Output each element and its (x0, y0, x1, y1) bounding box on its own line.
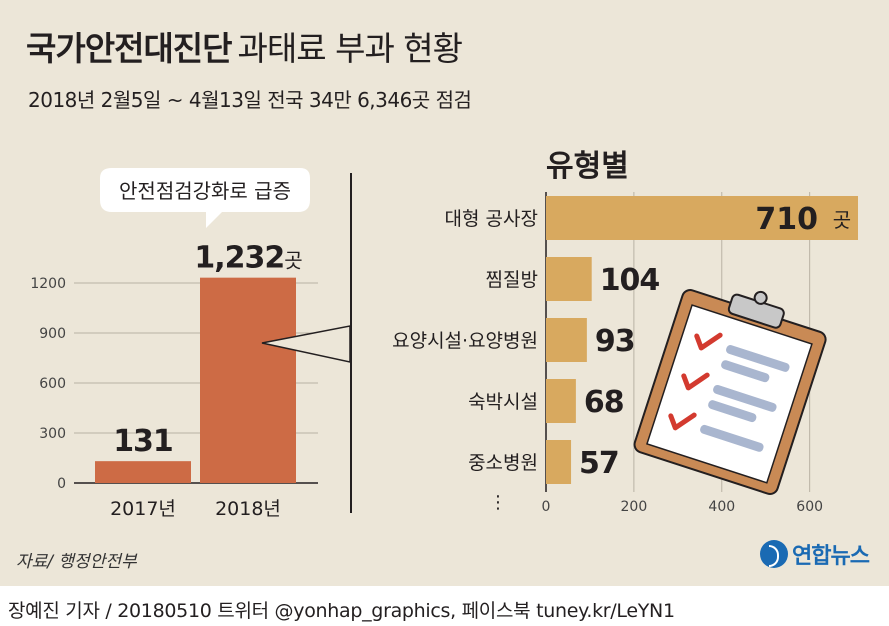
bar-1 (95, 461, 191, 483)
yearly-bar-chart: 0 300 600 900 1200 131 1,232곳 2017년 2018년 안전점검… (30, 168, 350, 520)
y-tick-label: 0 (57, 476, 66, 492)
category-label: 요양시설·요양병원 (392, 330, 538, 352)
yonhap-logo: 연합뉴스 (760, 538, 870, 574)
page-subtitle: 2018년 2월5일 ~ 4월13일 전국 34만 6,346곳 점검 (28, 88, 472, 112)
y-tick-label: 900 (39, 326, 66, 342)
headline: 국가안전대진단 과태료 부과 현황 (26, 22, 463, 70)
callout-connector (261, 325, 350, 363)
bar-2 (200, 277, 296, 483)
category-label: 2018년 (215, 498, 281, 520)
logo-text: 연합뉴스 (792, 544, 870, 569)
chart-title: 유형별 (546, 149, 629, 184)
callout-text: 안전점검강화로 급증 (119, 179, 291, 203)
x-tick-label: 200 (621, 499, 648, 515)
credit-line: 장예진 기자 / 20180510 트위터 @yonhap_graphics, … (8, 600, 675, 622)
page-title: 국가안전대진단 (26, 29, 233, 68)
chart-divider (350, 173, 352, 513)
x-tick-label: 600 (796, 499, 823, 515)
yonhap-logo-icon (760, 540, 788, 568)
category-label: 2017년 (110, 498, 176, 520)
bar-3 (546, 318, 587, 362)
value-label: 68 (584, 385, 624, 420)
callout-bubble: 안전점검강화로 급증 (100, 168, 310, 228)
source-note: 자료/ 행정안전부 (16, 552, 137, 572)
bar-1 (546, 196, 858, 240)
infographic-panel (0, 0, 889, 586)
category-label: 찜질방 (486, 269, 538, 291)
value-label: 1,232곳 (194, 241, 302, 276)
bar-5 (546, 440, 572, 484)
value-label: 131 (113, 424, 173, 459)
x-tick-label: 0 (542, 499, 551, 515)
bar-4 (546, 379, 576, 423)
y-tick-label: 600 (39, 376, 66, 392)
category-label: 대형 공사장 (445, 208, 538, 230)
value-label: 710 (755, 202, 818, 237)
y-tick-label: 300 (39, 426, 66, 442)
page-title-sub: 과태료 부과 현황 (237, 29, 463, 68)
y-tick-label: 1200 (30, 276, 66, 292)
bar-2 (546, 257, 592, 301)
value-unit: 곳 (833, 208, 851, 232)
x-tick-label: 400 (708, 499, 735, 515)
clipboard-checklist-icon (633, 289, 827, 495)
value-label: 57 (579, 446, 619, 481)
category-label: 중소병원 (468, 452, 538, 474)
category-label: 숙박시설 (468, 391, 538, 413)
value-label: 104 (600, 263, 660, 298)
more-marker: ⋮ (489, 492, 507, 513)
value-label: 93 (595, 324, 635, 359)
